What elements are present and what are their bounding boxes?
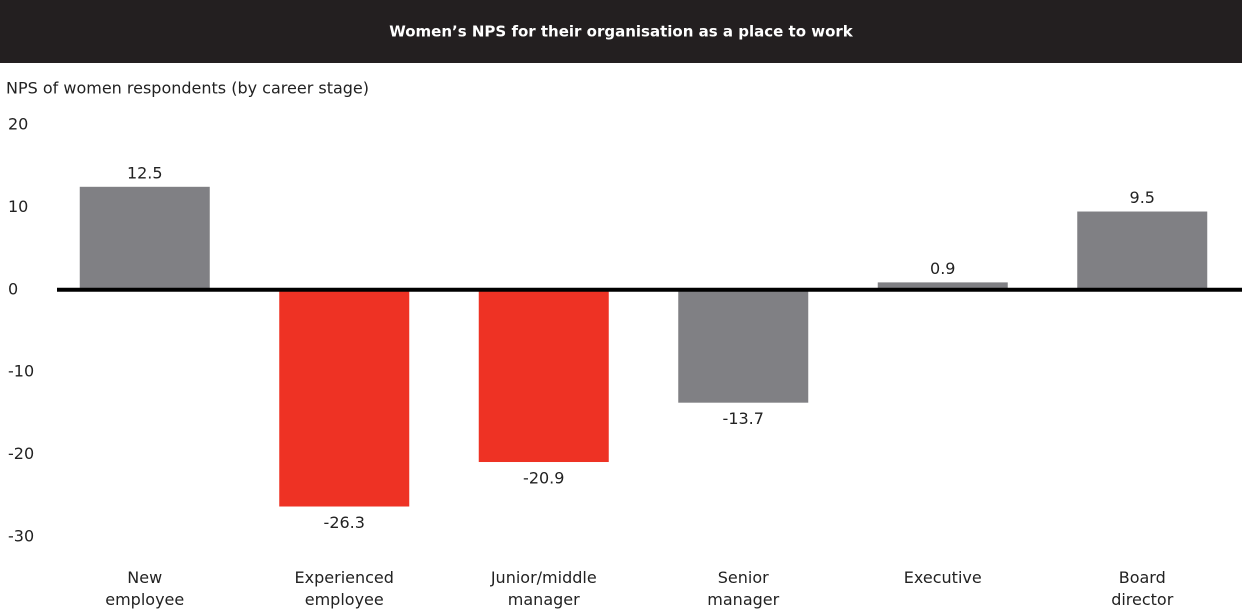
chart-title: Women’s NPS for their organisation as a … bbox=[389, 23, 854, 41]
bar bbox=[678, 289, 809, 403]
y-tick-label: -30 bbox=[8, 527, 34, 546]
bar bbox=[1077, 211, 1208, 290]
bar bbox=[877, 282, 1008, 290]
y-tick-label: -10 bbox=[8, 362, 34, 381]
y-tick-label: 20 bbox=[8, 115, 28, 134]
bar bbox=[478, 289, 609, 463]
x-tick-label: Board director bbox=[1111, 568, 1174, 609]
bar bbox=[279, 289, 410, 507]
value-label: -20.9 bbox=[523, 469, 564, 488]
x-tick-label: Junior/middle manager bbox=[490, 568, 597, 609]
y-tick-label: 0 bbox=[8, 279, 18, 298]
title-bar bbox=[0, 0, 1242, 63]
value-label: 0.9 bbox=[930, 259, 955, 278]
x-tick-label: Experienced employee bbox=[295, 568, 394, 609]
x-tick-label: Executive bbox=[904, 568, 982, 587]
bar bbox=[79, 186, 210, 290]
value-label: -26.3 bbox=[324, 513, 365, 532]
y-tick-label: 10 bbox=[8, 197, 28, 216]
chart-subtitle: NPS of women respondents (by career stag… bbox=[6, 79, 369, 98]
value-label: 9.5 bbox=[1130, 188, 1155, 207]
x-tick-label: New employee bbox=[105, 568, 184, 609]
y-tick-label: -20 bbox=[8, 444, 34, 463]
value-label: -13.7 bbox=[723, 409, 764, 428]
value-label: 12.5 bbox=[127, 163, 163, 182]
x-tick-label: Senior manager bbox=[707, 568, 779, 609]
